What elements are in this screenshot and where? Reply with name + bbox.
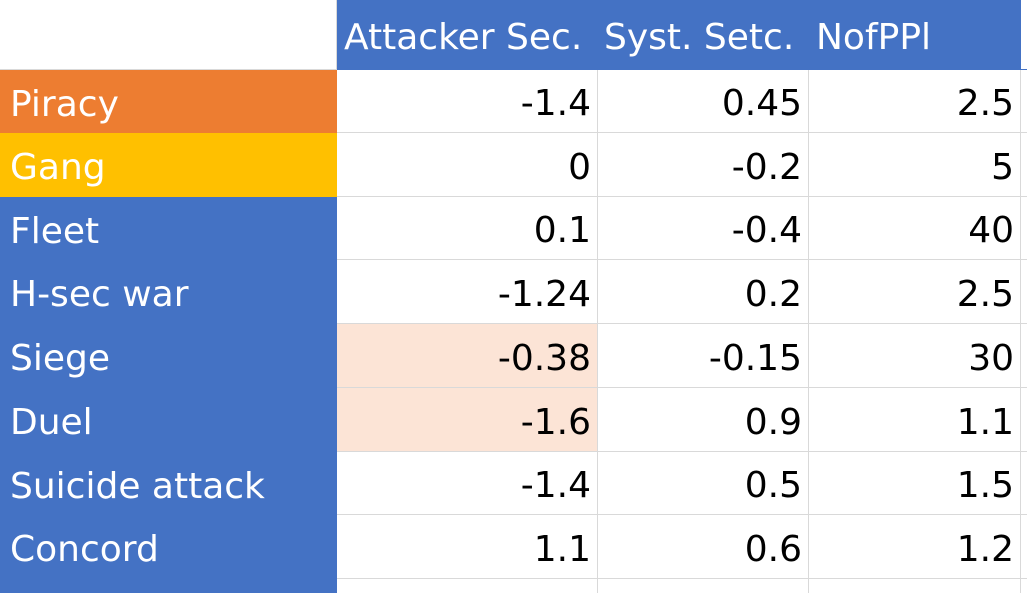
row-label-fleet[interactable]: Fleet: [0, 197, 337, 260]
pad-cell: [1021, 324, 1027, 388]
row-label-gang[interactable]: Gang: [0, 133, 337, 197]
value-cell[interactable]: -1.4: [337, 452, 598, 515]
empty-cell[interactable]: [337, 579, 598, 593]
row-label-h-sec-war[interactable]: H-sec war: [0, 260, 337, 324]
value-cell[interactable]: 0.1: [337, 197, 598, 260]
pad-cell: [1021, 70, 1027, 133]
value-cell[interactable]: 40: [809, 197, 1021, 260]
value-cell[interactable]: 1.1: [809, 388, 1021, 452]
value-cell[interactable]: 1.1: [337, 515, 598, 579]
column-header-2[interactable]: Syst. Setc.: [598, 0, 809, 70]
value-cell[interactable]: 0.2: [598, 260, 809, 324]
value-cell[interactable]: 1.2: [809, 515, 1021, 579]
row-label-piracy[interactable]: Piracy: [0, 70, 337, 133]
value-cell[interactable]: 30: [809, 324, 1021, 388]
value-cell[interactable]: 2.5: [809, 260, 1021, 324]
value-cell[interactable]: -1.24: [337, 260, 598, 324]
value-cell[interactable]: 0.45: [598, 70, 809, 133]
empty-cell[interactable]: [809, 579, 1021, 593]
pad-cell: [1021, 133, 1027, 197]
value-cell[interactable]: 5: [809, 133, 1021, 197]
empty-cell[interactable]: [598, 579, 809, 593]
corner-cell[interactable]: [0, 0, 337, 70]
value-cell[interactable]: 1.5: [809, 452, 1021, 515]
value-cell[interactable]: 0.6: [598, 515, 809, 579]
pad-cell: [1021, 452, 1027, 515]
row-label-siege[interactable]: Siege: [0, 324, 337, 388]
pad-cell: [1021, 388, 1027, 452]
value-cell[interactable]: 2.5: [809, 70, 1021, 133]
row-label-suicide-attack[interactable]: Suicide attack: [0, 452, 337, 515]
pad-cell: [1021, 579, 1027, 593]
value-cell[interactable]: -0.38: [337, 324, 598, 388]
pad-cell: [1021, 0, 1027, 70]
row-label-duel[interactable]: Duel: [0, 388, 337, 452]
pad-cell: [1021, 197, 1027, 260]
value-cell[interactable]: -0.2: [598, 133, 809, 197]
value-cell[interactable]: -1.4: [337, 70, 598, 133]
column-header-3[interactable]: NofPPl: [809, 0, 1021, 70]
value-cell[interactable]: 0: [337, 133, 598, 197]
row-label-concord[interactable]: Concord: [0, 515, 337, 579]
value-cell[interactable]: -1.6: [337, 388, 598, 452]
value-cell[interactable]: -0.4: [598, 197, 809, 260]
value-cell[interactable]: -0.15: [598, 324, 809, 388]
pad-cell: [1021, 260, 1027, 324]
value-cell[interactable]: 0.5: [598, 452, 809, 515]
row-label-next[interactable]: [0, 579, 337, 593]
column-header-1[interactable]: Attacker Sec.: [337, 0, 598, 70]
pad-cell: [1021, 515, 1027, 579]
value-cell[interactable]: 0.9: [598, 388, 809, 452]
